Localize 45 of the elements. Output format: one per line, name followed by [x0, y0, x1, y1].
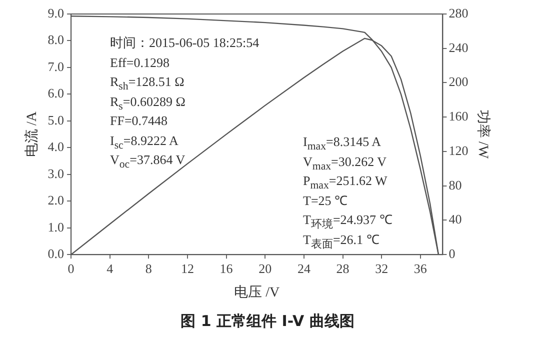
annotation: Eff=0.1298 [110, 54, 170, 72]
annotation: R$_{s}$=0.60289 Ω [110, 92, 186, 112]
y-tick-label: 3.0 [48, 166, 64, 181]
annotation: V$_{max}$=30.262 V [303, 152, 388, 172]
y-tick-label: 5.0 [48, 112, 64, 128]
x-axis-title: 电压 /V [234, 284, 280, 300]
annotation: I$_{sc}$=8.9222 A [110, 132, 180, 152]
y-tick-label: 0.0 [48, 246, 64, 262]
annotation: T$_{环境}$=24.937 ℃ [303, 211, 392, 231]
y-tick-label: 7.0 [48, 58, 64, 74]
y2-tick-label: 40 [448, 212, 462, 227]
annotation: 时间：2015-06-05 18:25:54 [110, 34, 260, 52]
y2-tick-label: 80 [448, 177, 462, 192]
y-tick-label: 2.0 [48, 192, 64, 208]
y-axis-title: 电流 /A [24, 110, 40, 158]
y-tick-label: 9.0 [48, 5, 64, 20]
y-tick-label: 6.0 [48, 86, 64, 101]
y2-tick-label: 120 [448, 142, 468, 158]
x-tick-label: 28 [336, 260, 350, 276]
text: 图 1 正常组件 I-V 曲线图 [180, 312, 356, 331]
annotation: I$_{max}$=8.3145 A [303, 133, 382, 153]
y2-axis-title: 功率 /W [474, 110, 491, 160]
y2-tick-label: 0 [448, 246, 456, 262]
y2-tick-label: 240 [448, 40, 468, 55]
y-tick-label: 4.0 [48, 139, 64, 154]
x-tick-label: 36 [414, 260, 428, 276]
x-tick-label: 32 [375, 260, 388, 276]
x-tick-label: 0 [68, 260, 74, 276]
x-tick-label: 20 [258, 260, 272, 276]
y-tick-label: 1.0 [48, 219, 64, 234]
y-tick-label: 8.0 [48, 32, 64, 48]
x-tick-label: 16 [220, 260, 234, 276]
y2-tick-label: 160 [448, 108, 468, 124]
annotation: R$_{sh}$=128.51 Ω [110, 73, 186, 93]
x-tick-label: 12 [180, 260, 194, 276]
x-tick-label: 4 [106, 260, 114, 276]
annotation: P$_{max}$=251.62 W [303, 172, 388, 192]
y2-tick-label: 280 [448, 5, 468, 20]
x-tick-label: 8 [145, 260, 152, 276]
y2-tick-label: 200 [448, 74, 468, 90]
annotation: FF=0.7448 [110, 112, 169, 130]
annotation: T=25 ℃ [303, 192, 349, 210]
annotation: T$_{表面}$=26.1 ℃ [303, 230, 380, 250]
x-tick-label: 24 [297, 260, 311, 276]
annotation: V$_{oc}$=37.864 V [110, 151, 186, 171]
